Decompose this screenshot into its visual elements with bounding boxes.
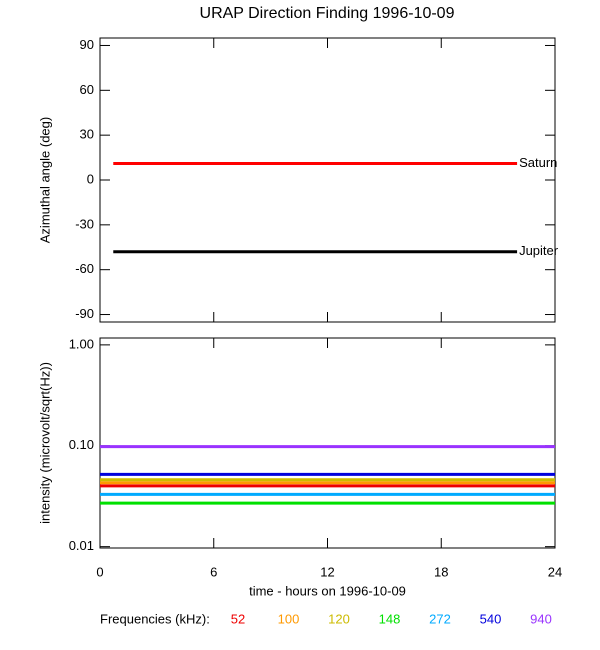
x-tick-label: 0 bbox=[96, 564, 103, 579]
y-axis-label: intensity (microvolt/sqrt(Hz)) bbox=[37, 362, 52, 524]
legend-entry: 120 bbox=[328, 611, 350, 626]
y-tick-label: 60 bbox=[80, 82, 94, 97]
legend-entry: 52 bbox=[231, 611, 245, 626]
y-tick-label: 0 bbox=[87, 171, 94, 186]
legend-entry: 148 bbox=[379, 611, 401, 626]
y-tick-label: 0.01 bbox=[69, 538, 94, 553]
legend-entry: 272 bbox=[429, 611, 451, 626]
x-tick-label: 6 bbox=[210, 564, 217, 579]
y-tick-label: 30 bbox=[80, 127, 94, 142]
y-tick-label: -90 bbox=[75, 306, 94, 321]
legend-entry: 940 bbox=[530, 611, 552, 626]
y-axis-label: Azimuthal angle (deg) bbox=[37, 117, 52, 243]
chart-title: URAP Direction Finding 1996-10-09 bbox=[200, 5, 455, 22]
y-tick-label: -60 bbox=[75, 261, 94, 276]
y-tick-label: 0.10 bbox=[69, 437, 94, 452]
series-label: Saturn bbox=[519, 155, 557, 170]
series-label: Jupiter bbox=[519, 243, 559, 258]
plot-frame bbox=[99, 37, 556, 323]
legend-entry: 540 bbox=[480, 611, 502, 626]
x-axis-label: time - hours on 1996-10-09 bbox=[249, 583, 406, 598]
x-tick-label: 12 bbox=[320, 564, 334, 579]
legend-entry: 100 bbox=[278, 611, 300, 626]
y-tick-label: 1.00 bbox=[69, 336, 94, 351]
x-tick-label: 24 bbox=[548, 564, 562, 579]
y-tick-label: -30 bbox=[75, 216, 94, 231]
plot-frame bbox=[99, 337, 556, 549]
legend-title: Frequencies (kHz): bbox=[100, 611, 210, 626]
x-tick-label: 18 bbox=[434, 564, 448, 579]
y-tick-label: 90 bbox=[80, 37, 94, 52]
